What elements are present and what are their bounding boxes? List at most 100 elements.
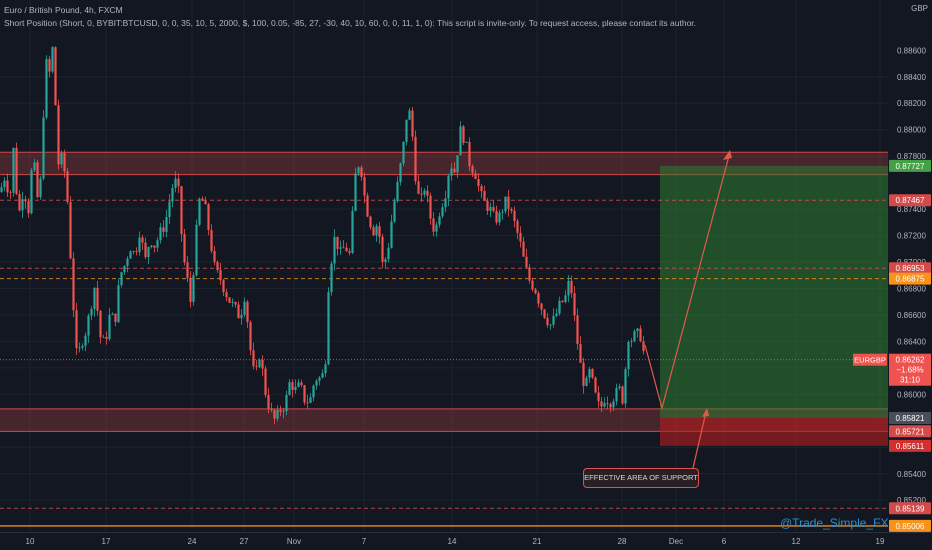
candle-body [276,410,279,419]
candles [0,46,645,425]
candle-body [87,315,90,336]
candle-body [429,195,432,219]
symbol-tag-bg [853,353,887,366]
x-tick-label: 24 [188,537,197,546]
price-label-bg [889,425,931,438]
price-label-bg [889,272,931,285]
candle-body [51,47,54,72]
candle-body [129,251,132,259]
candle-body [441,207,444,217]
candle-body [45,58,48,118]
candle-body [411,110,414,137]
candle-body [315,380,318,386]
price-label-bg [889,194,931,207]
candle-body [606,403,609,405]
candle-body [504,196,507,212]
candle-body [639,328,642,342]
candle-body [318,377,321,381]
candle-body [225,292,228,298]
candle-body [507,196,510,209]
candle-body [627,342,630,370]
candle-body [240,314,243,319]
candle-body [69,202,72,259]
price-label: 0.86953 [896,264,925,273]
candle-body [6,180,9,193]
candle-body [558,300,561,314]
candle-body [288,382,291,395]
x-tick-label: 12 [792,537,801,546]
candle-body [522,241,525,257]
candle-body [99,310,102,338]
candle-body [150,245,153,248]
price-label-bg [889,439,931,452]
candle-body [180,186,183,235]
candle-body [195,224,198,276]
candle-body [213,250,216,262]
y-tick-label: 0.87200 [897,232,926,241]
candle-body [90,308,93,316]
candle-body [135,251,138,253]
time-axis[interactable]: 10 17 24 27 Nov 7 14 21 28 Dec 6 12 19 [0,532,932,550]
candle-body [84,335,87,346]
candle-body [594,377,597,393]
price-label-bg [889,502,931,515]
candle-body [576,315,579,344]
candle-body [621,386,624,404]
candle-body [633,331,636,342]
candle-body [432,218,435,232]
candle-body [471,166,474,174]
candle-body [96,287,99,311]
x-tick-label: 21 [533,537,542,546]
candle-body [468,141,471,167]
candle-body [27,201,30,214]
candle-body [330,263,333,293]
x-tick-label: 17 [102,537,111,546]
candle-body [369,216,372,228]
candle-body [12,147,15,193]
current-price-text: −1.68% [896,366,923,375]
candle-body [483,191,486,201]
candle-body [456,155,459,173]
candle-body [363,176,366,196]
horizontal-levels [0,199,888,527]
chart-title: Euro / British Pound, 4h, FXCM [4,5,123,15]
candle-body [216,261,219,271]
candle-body [399,163,402,182]
indicator-description: Short Position (Short, 0, BYBIT:BTCUSD, … [4,18,697,28]
candle-body [417,181,420,194]
price-label-bg [889,159,931,172]
candle-body [642,341,645,352]
candle-body [435,224,438,232]
candle-body [528,267,531,281]
candle-body [396,181,399,202]
price-label: 0.85006 [896,522,925,531]
candle-body [279,410,282,412]
x-tick-label: Dec [669,537,683,546]
price-label-bg [889,262,931,275]
candle-body [111,313,114,315]
candle-body [75,310,78,349]
candle-body [162,227,165,232]
candle-body [174,178,177,188]
candle-body [336,236,339,249]
x-tick-label: 14 [448,537,457,546]
candle-body [207,204,210,231]
current-price-text: 0.86262 [896,356,925,365]
candle-body [30,170,33,214]
x-tick-label: 19 [876,537,885,546]
x-tick-label: Nov [287,537,301,546]
candle-body [48,58,51,72]
candle-body [603,403,606,407]
candle-body [153,245,156,248]
candle-body [3,180,6,188]
x-tick-label: 28 [618,537,627,546]
candle-body [339,247,342,249]
candle-body [348,251,351,253]
price-labels: 0.87727 0.87467 0.86953 0.86875 0.85821 0.857… [889,159,931,532]
y-tick-label: 0.88400 [897,73,926,82]
candle-body [297,382,300,387]
candle-body [462,126,465,143]
candle-body [261,359,264,369]
candle-body [342,247,345,249]
